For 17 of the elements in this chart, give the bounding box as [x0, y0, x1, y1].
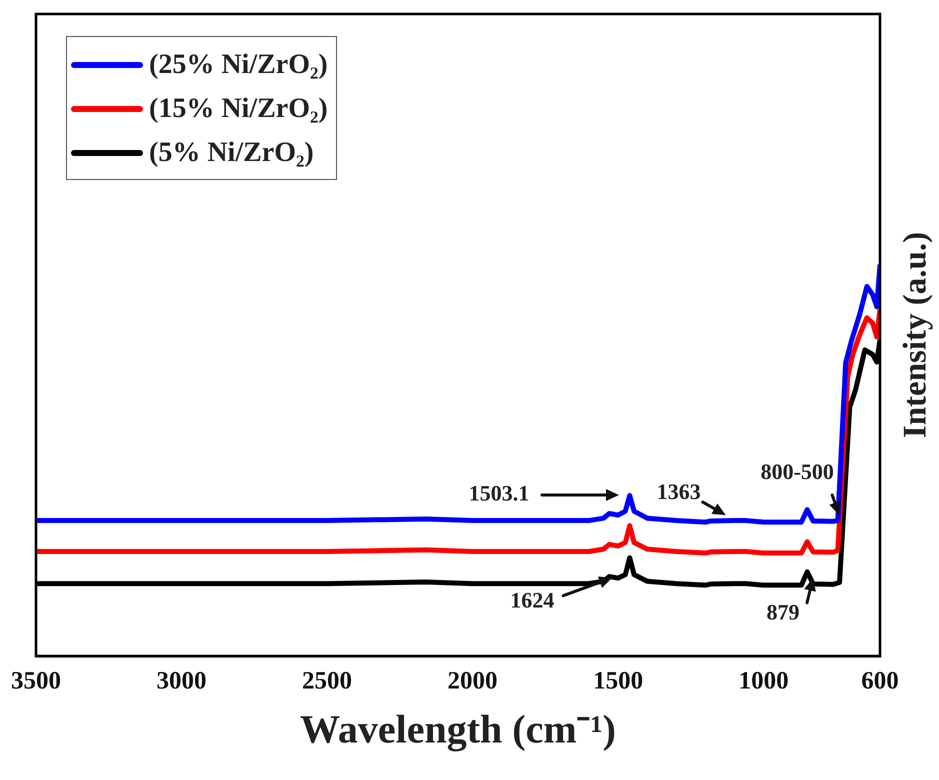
- annotation: 1503.1: [468, 480, 530, 506]
- x-tick-label: 3500: [11, 667, 61, 694]
- x-axis-title: Wavelength (cm⁻¹): [300, 706, 616, 752]
- x-tick-label: 2500: [302, 667, 352, 694]
- annotation: 1624: [510, 587, 554, 612]
- x-tick-label: 3000: [156, 667, 207, 694]
- x-tick-label: 1500: [593, 667, 644, 694]
- x-tick-label: 2000: [448, 667, 498, 694]
- annotation: 1363: [656, 478, 701, 504]
- x-tick-label: 600: [861, 667, 899, 694]
- x-tick-label: 1000: [738, 667, 789, 694]
- annotation: 800-500: [760, 458, 834, 484]
- legend-label: (5% Ni/ZrO₂): [149, 137, 314, 169]
- y-axis-title: Intensity (a.u.): [898, 232, 934, 438]
- annotation: 879: [766, 599, 800, 624]
- legend-label: (15% Ni/ZrO₂): [149, 93, 328, 125]
- legend-label: (25% Ni/ZrO₂): [149, 49, 328, 81]
